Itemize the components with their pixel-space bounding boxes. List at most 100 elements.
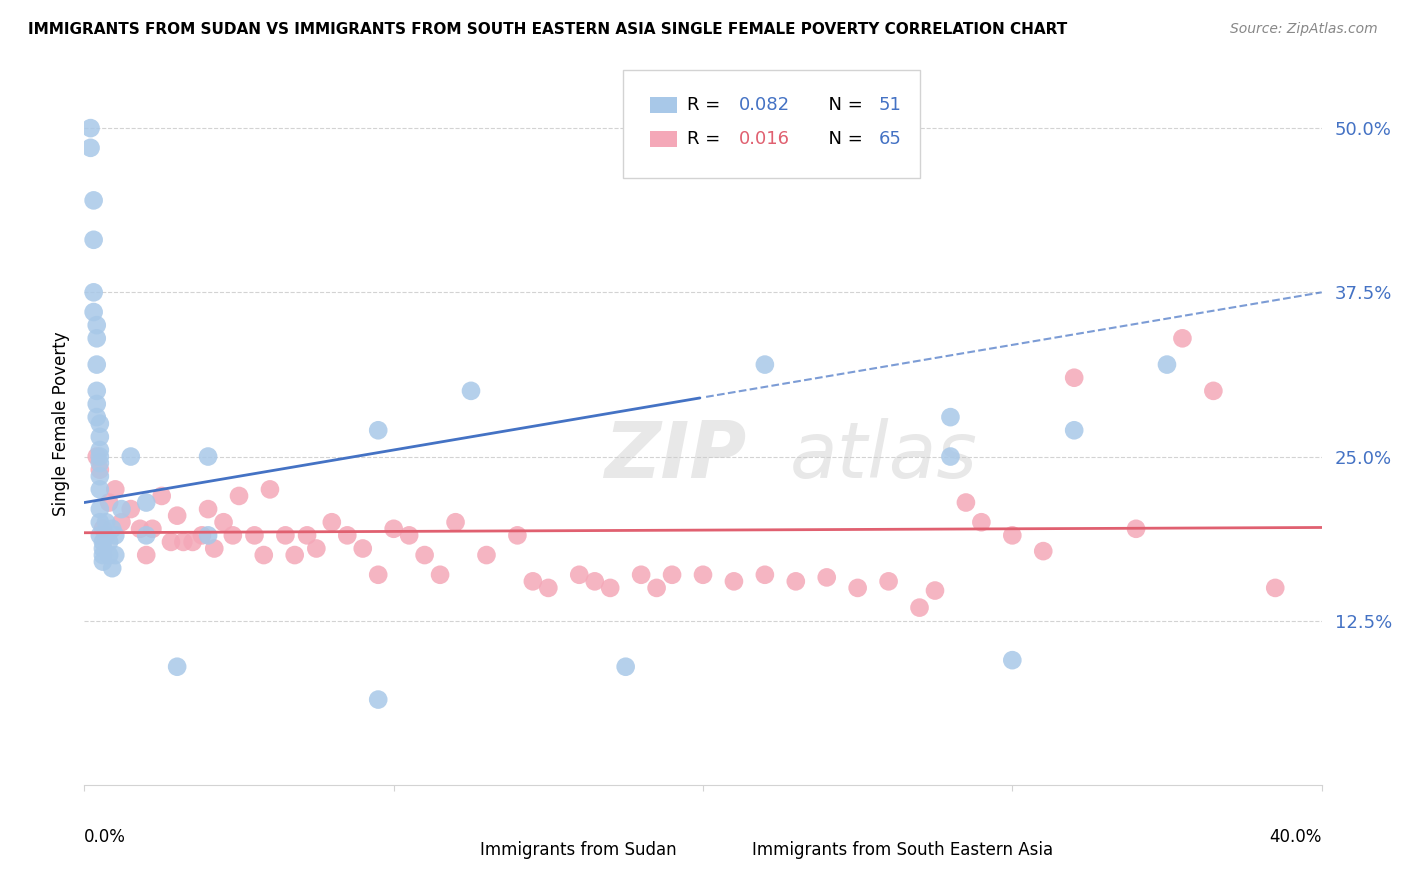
Point (645, 581, 668, 595)
Point (83, 233, 105, 247)
Text: 51: 51 (879, 96, 901, 114)
Point (86, 450, 108, 464)
Point (89, 483, 111, 497)
Point (91, 548, 114, 562)
Point (367, 692, 389, 706)
Point (537, 581, 560, 595)
Text: N =: N = (817, 96, 869, 114)
Point (924, 583, 946, 598)
Point (522, 574, 544, 589)
Text: N =: N = (817, 130, 869, 148)
Point (104, 483, 127, 497)
Point (172, 535, 194, 549)
Point (1264, 581, 1286, 595)
Point (815, 570, 838, 584)
Point (506, 528, 529, 542)
Point (181, 535, 204, 549)
Point (89, 430, 111, 444)
Text: 40.0%: 40.0% (1270, 829, 1322, 847)
Point (141, 522, 163, 536)
Text: Immigrants from South Eastern Asia: Immigrants from South Eastern Asia (752, 841, 1053, 859)
Point (1001, 653, 1024, 667)
Point (104, 528, 127, 542)
Point (939, 450, 962, 464)
Point (135, 528, 157, 542)
Point (150, 489, 173, 503)
Point (166, 508, 188, 523)
Text: ZIP: ZIP (605, 418, 747, 494)
FancyBboxPatch shape (650, 131, 678, 147)
Text: Source: ZipAtlas.com: Source: ZipAtlas.com (1230, 22, 1378, 37)
Point (94, 528, 117, 542)
Point (166, 659, 188, 673)
Point (86, 318, 108, 333)
Point (101, 522, 124, 536)
Point (429, 567, 451, 582)
Point (86, 397, 108, 411)
Point (83, 285, 105, 300)
Point (475, 548, 498, 562)
Point (253, 548, 276, 562)
Point (1063, 370, 1085, 384)
FancyBboxPatch shape (721, 844, 744, 856)
Point (367, 423, 389, 437)
Text: R =: R = (688, 96, 725, 114)
Point (295, 528, 318, 542)
Point (86, 358, 108, 372)
Point (413, 548, 436, 562)
Point (104, 548, 127, 562)
Point (630, 567, 652, 582)
Point (89, 417, 111, 431)
Point (398, 528, 420, 542)
Point (444, 515, 467, 529)
Text: R =: R = (688, 130, 725, 148)
Text: 65: 65 (879, 130, 901, 148)
Point (91, 541, 114, 556)
Point (785, 574, 807, 589)
Point (614, 659, 637, 673)
Point (101, 561, 124, 575)
Point (243, 528, 266, 542)
Point (970, 515, 993, 529)
Point (89, 442, 111, 457)
Point (89, 469, 111, 483)
Point (197, 502, 219, 516)
Point (1171, 331, 1194, 345)
Point (98, 495, 121, 509)
Point (135, 495, 157, 509)
Point (305, 541, 328, 556)
Point (83, 194, 105, 208)
FancyBboxPatch shape (623, 70, 920, 178)
Point (1063, 423, 1085, 437)
Point (352, 541, 374, 556)
Point (1156, 358, 1178, 372)
Point (83, 305, 105, 319)
Point (98, 535, 121, 549)
Point (79, 141, 101, 155)
Point (661, 567, 683, 582)
Point (89, 515, 111, 529)
Point (191, 528, 214, 542)
Text: 0.0%: 0.0% (84, 829, 127, 847)
Point (259, 483, 281, 497)
Point (98, 548, 121, 562)
Point (1202, 384, 1225, 398)
Point (583, 574, 606, 589)
Point (89, 463, 111, 477)
Point (599, 581, 621, 595)
Point (222, 528, 245, 542)
Point (723, 574, 745, 589)
Point (754, 358, 776, 372)
Text: 0.082: 0.082 (740, 96, 790, 114)
Point (129, 522, 152, 536)
Point (89, 456, 111, 470)
Point (321, 515, 343, 529)
Text: 0.016: 0.016 (740, 130, 790, 148)
Point (568, 567, 591, 582)
Point (91, 522, 114, 536)
Point (91, 535, 114, 549)
Point (89, 528, 111, 542)
Point (86, 410, 108, 425)
Point (1032, 544, 1054, 558)
Point (110, 502, 132, 516)
